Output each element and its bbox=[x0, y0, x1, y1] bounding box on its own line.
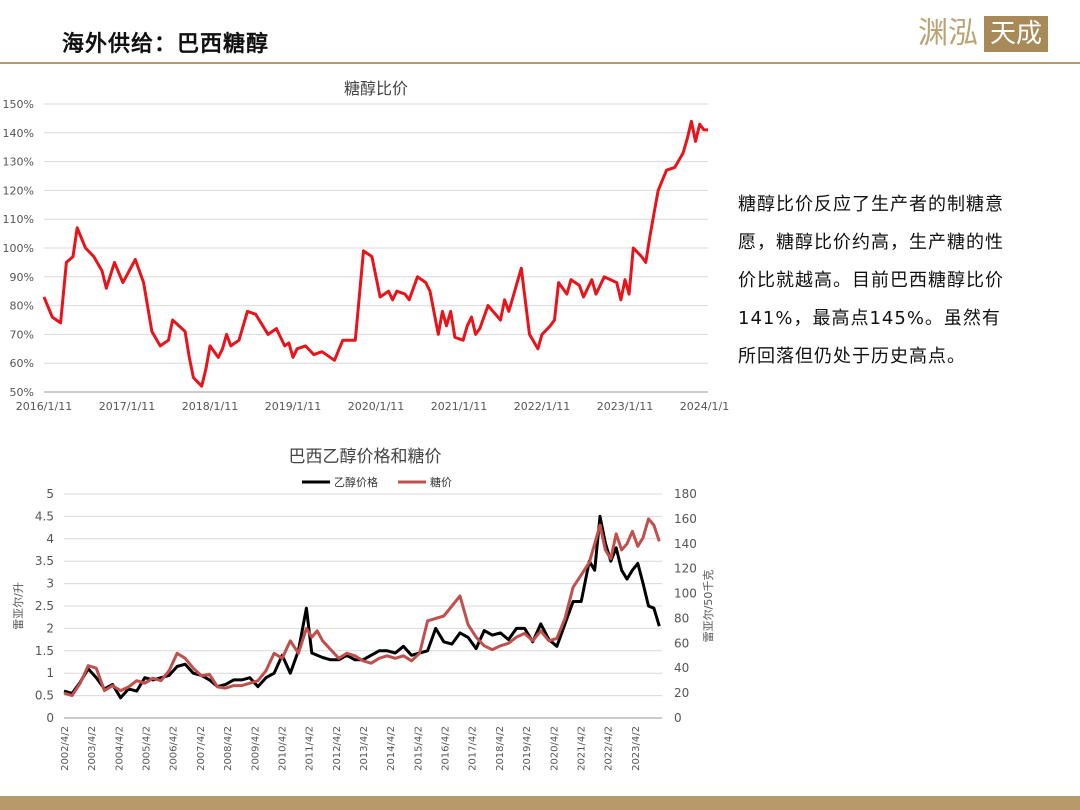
x-tick-label: 2020/1/11 bbox=[348, 400, 404, 413]
y2-tick-label: 180 bbox=[674, 487, 697, 501]
y-tick-label: 70% bbox=[10, 328, 34, 341]
y2-tick-label: 140 bbox=[674, 537, 697, 551]
y-axis-label: 雷亚尔/升 bbox=[12, 582, 25, 630]
page-title: 海外供给：巴西糖醇 bbox=[62, 32, 270, 57]
header-divider bbox=[0, 62, 1080, 64]
y-tick-label: 4.5 bbox=[35, 509, 54, 523]
y-tick-label: 60% bbox=[10, 357, 34, 370]
x-tick-label: 2017/4/2 bbox=[468, 726, 479, 771]
x-tick-label: 2022/4/2 bbox=[604, 726, 615, 771]
x-tick-label: 2021/4/2 bbox=[577, 726, 588, 771]
y-tick-label: 3 bbox=[46, 577, 54, 591]
y-tick-label: 150% bbox=[3, 98, 34, 111]
y-tick-label: 1.5 bbox=[35, 644, 54, 658]
y-tick-label: 0 bbox=[46, 711, 54, 725]
x-tick-label: 2008/4/2 bbox=[223, 726, 234, 771]
sugar-series-line bbox=[63, 517, 661, 698]
y-tick-label: 1 bbox=[46, 666, 54, 680]
x-tick-label: 2017/1/11 bbox=[99, 400, 155, 413]
y-tick-label: 0.5 bbox=[35, 689, 54, 703]
y-tick-label: 80% bbox=[10, 300, 34, 313]
logo-right-text: 天成 bbox=[984, 16, 1048, 52]
x-tick-label: 2012/4/2 bbox=[332, 726, 343, 771]
analysis-note: 糖醇比价反应了生产者的制糖意愿，糖醇比价约高，生产糖的性价比就越高。目前巴西糖醇… bbox=[738, 194, 1004, 367]
x-tick-label: 2005/4/2 bbox=[142, 726, 153, 771]
y-tick-label: 2.5 bbox=[35, 599, 54, 613]
x-tick-label: 2018/4/2 bbox=[495, 726, 506, 771]
x-tick-label: 2024/1/11 bbox=[680, 400, 730, 413]
x-tick-label: 2007/4/2 bbox=[196, 726, 207, 771]
logo-left-text: 渊泓 bbox=[918, 16, 978, 51]
legend-label: 乙醇价格 bbox=[334, 475, 378, 489]
x-tick-label: 2016/1/11 bbox=[16, 400, 72, 413]
x-tick-label: 2023/4/2 bbox=[631, 726, 642, 771]
y-tick-label: 120% bbox=[3, 184, 34, 197]
x-tick-label: 2014/4/2 bbox=[386, 726, 397, 771]
y2-tick-label: 160 bbox=[674, 512, 697, 526]
x-tick-label: 2019/1/11 bbox=[265, 400, 321, 413]
y-tick-label: 50% bbox=[10, 386, 34, 399]
y2-tick-label: 120 bbox=[674, 562, 697, 576]
y-tick-label: 2 bbox=[46, 621, 54, 635]
x-tick-label: 2004/4/2 bbox=[114, 726, 125, 771]
y2-tick-label: 60 bbox=[674, 636, 689, 650]
y-tick-label: 140% bbox=[3, 127, 34, 140]
chart-title: 糖醇比价 bbox=[344, 79, 408, 98]
legend-label: 糖价 bbox=[430, 475, 452, 489]
x-tick-label: 2002/4/2 bbox=[60, 726, 71, 771]
y2-tick-label: 80 bbox=[674, 611, 689, 625]
x-tick-label: 2016/4/2 bbox=[441, 726, 452, 771]
x-tick-label: 2023/1/11 bbox=[597, 400, 653, 413]
y-tick-label: 100% bbox=[3, 242, 34, 255]
x-tick-label: 2018/1/11 bbox=[182, 400, 238, 413]
x-tick-label: 2015/4/2 bbox=[413, 726, 424, 771]
y2-tick-label: 0 bbox=[674, 711, 682, 725]
x-tick-label: 2006/4/2 bbox=[169, 726, 180, 771]
y2-tick-label: 20 bbox=[674, 686, 689, 700]
x-tick-label: 2022/1/11 bbox=[514, 400, 570, 413]
y2-tick-label: 40 bbox=[674, 661, 689, 675]
y-tick-label: 4 bbox=[46, 532, 54, 546]
x-tick-label: 2011/4/2 bbox=[305, 726, 316, 771]
x-tick-label: 2021/1/11 bbox=[431, 400, 487, 413]
x-tick-label: 2009/4/2 bbox=[250, 726, 261, 771]
x-tick-label: 2013/4/2 bbox=[359, 726, 370, 771]
ratio-chart: 糖醇比价 50% 60% 70% 80% 90% 100% 110% 120% 130% 140% 1… bbox=[3, 79, 730, 413]
y-tick-label: 110% bbox=[3, 213, 34, 226]
y2-tick-label: 100 bbox=[674, 587, 697, 601]
y2-axis-label: 雷亚尔/50千克 bbox=[702, 570, 715, 643]
chart-title: 巴西乙醇价格和糖价 bbox=[289, 447, 442, 467]
ethanol-series-line bbox=[63, 514, 661, 700]
y-tick-label: 90% bbox=[10, 271, 34, 284]
footer-bar bbox=[0, 796, 1080, 810]
ratio-series-line bbox=[42, 119, 708, 388]
x-tick-label: 2010/4/2 bbox=[278, 726, 289, 771]
brand-logo: 渊泓 天成 bbox=[914, 14, 1050, 54]
x-tick-label: 2019/4/2 bbox=[522, 726, 533, 771]
y-tick-label: 3.5 bbox=[35, 554, 54, 568]
x-tick-label: 2003/4/2 bbox=[87, 726, 98, 771]
y-tick-label: 130% bbox=[3, 156, 34, 169]
y-tick-label: 5 bbox=[46, 487, 54, 501]
x-tick-label: 2020/4/2 bbox=[549, 726, 560, 771]
